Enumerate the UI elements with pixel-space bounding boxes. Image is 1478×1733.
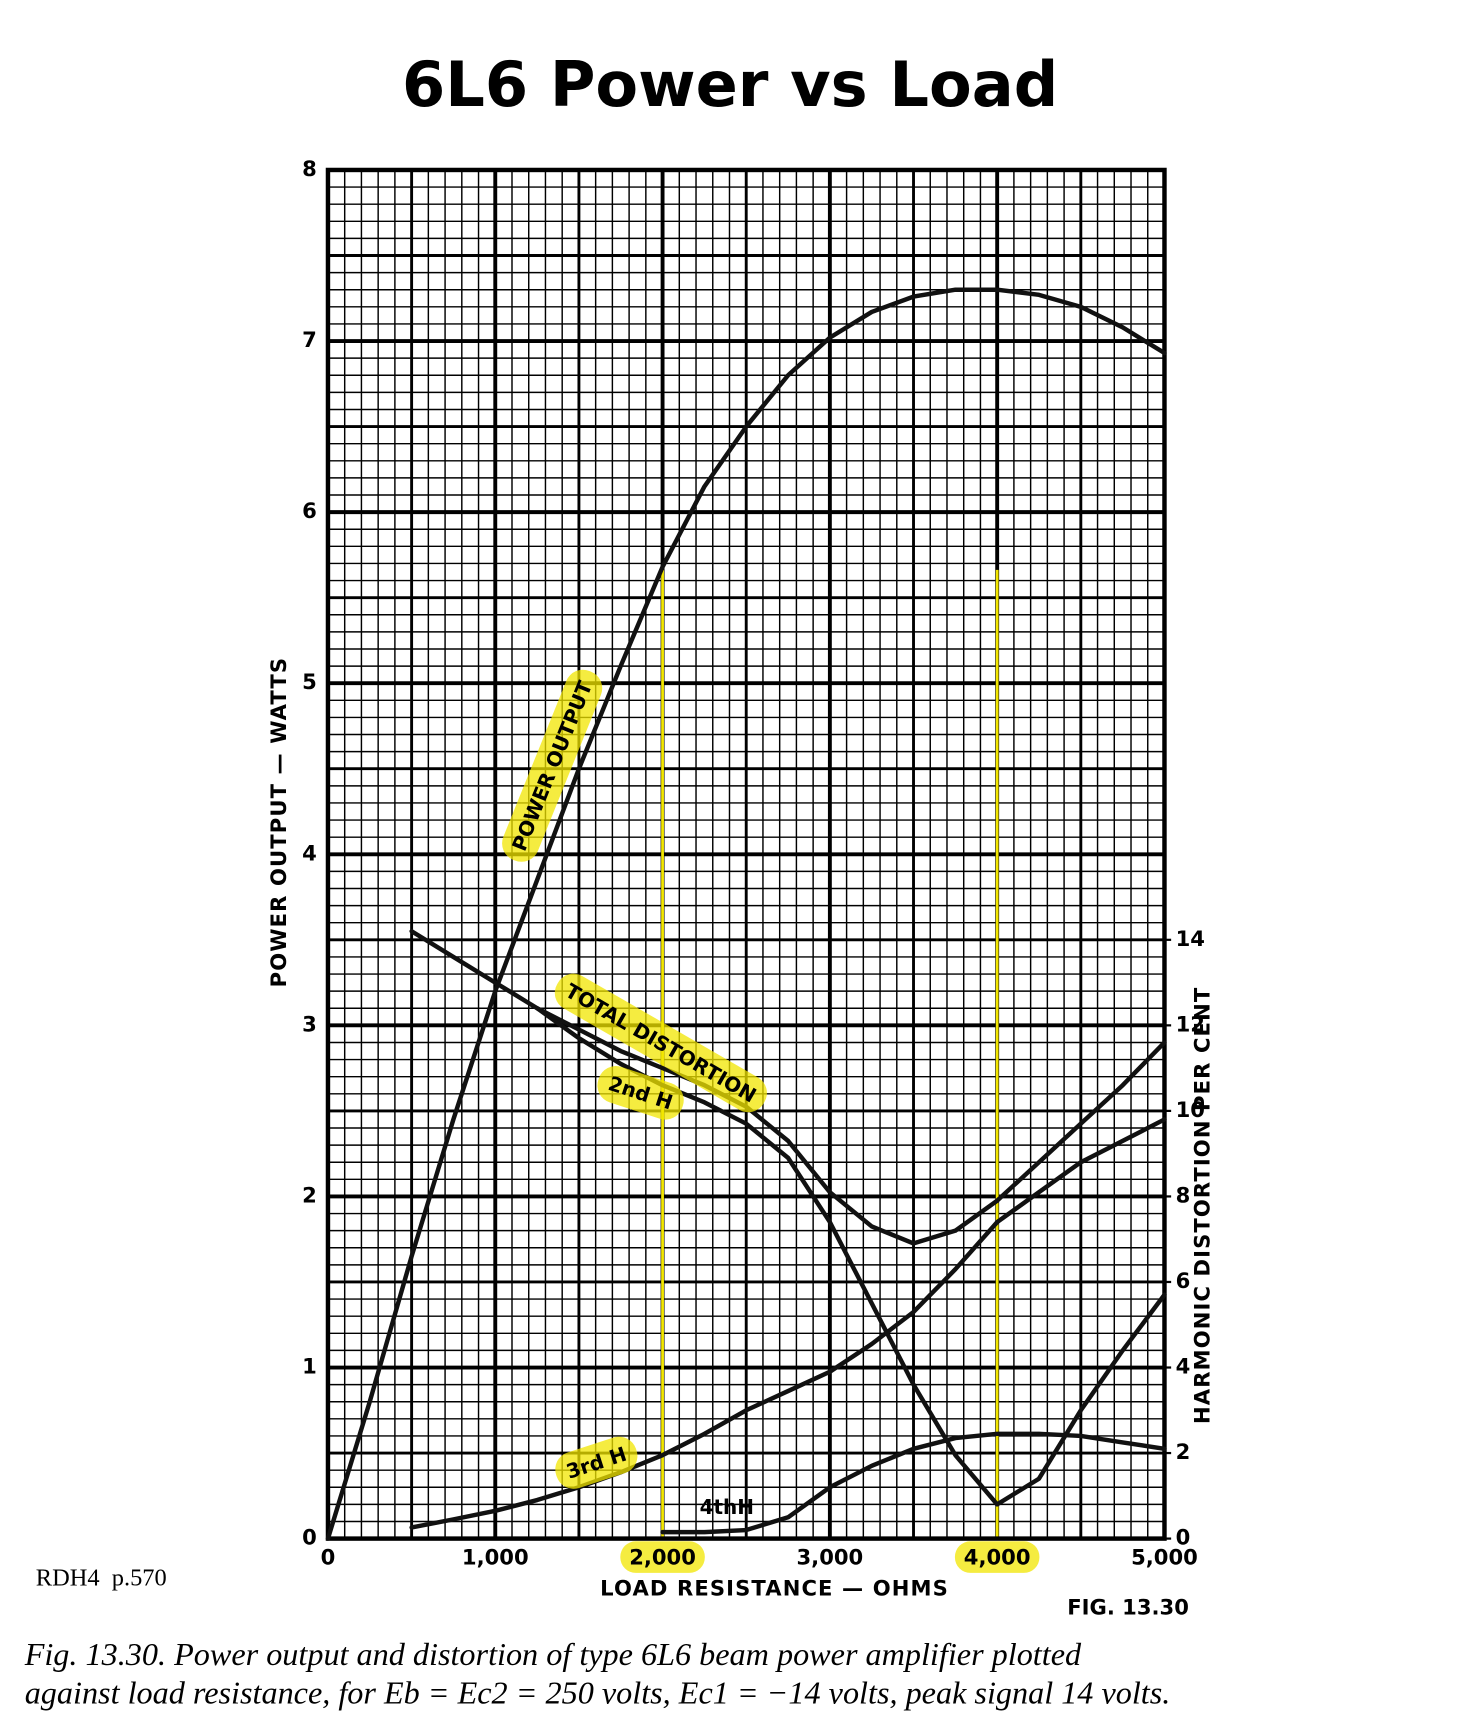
series-line [409,1117,1167,1530]
x-tick-label: 5,000 [1131,1545,1198,1570]
figure-label: FIG. 13.30 [1067,1595,1189,1620]
x-axis-title: LOAD RESISTANCE — OHMS [600,1576,949,1601]
y-tick-label: 5 [302,669,317,694]
y-tick-label: 2 [302,1182,317,1207]
y-tick-label: 3 [302,1011,317,1036]
label-highlight [502,669,603,862]
chart-title: 6L6 Power vs Load [402,48,1058,121]
y2-tick-label: 14 [1176,926,1205,951]
x-tick-label: 0 [321,1545,336,1570]
y2-tick-label: 6 [1176,1268,1191,1293]
label-highlight [555,1436,638,1489]
y-tick-label: 7 [302,327,317,352]
y-tick-label: 0 [302,1525,317,1550]
y2-tick-label: 10 [1176,1097,1205,1122]
source-note: RDH4 p.570 [36,1564,167,1591]
x-tick-label: 1,000 [462,1545,529,1570]
x-tick-label: 2,000 [629,1545,696,1570]
y2-tick-label: 2 [1176,1439,1191,1464]
y-axis-title: POWER OUTPUT — WATTS [266,657,291,988]
y-tick-label: 8 [302,156,317,181]
y-tick-label: 6 [302,498,317,523]
x-tick-label: 4,000 [964,1545,1031,1570]
label-highlight [954,1541,1040,1573]
plot-frame [325,167,1167,1541]
y-tick-label: 1 [302,1354,317,1379]
y2-tick-label: 8 [1176,1182,1191,1207]
label-highlight [597,1066,684,1120]
x-tick-label: 3,000 [797,1545,864,1570]
caption-line: against load resistance, for Eb = Ec2 = … [25,1675,1171,1711]
series-label-group: 4thH [700,1495,754,1519]
series-label: 4thH [700,1495,754,1519]
y2-tick-label: 12 [1176,1011,1205,1036]
y2-tick-label: 0 [1176,1525,1191,1550]
series-label: POWER OUTPUT [507,677,597,854]
caption-line: Fig. 13.30. Power output and distortion … [24,1636,1082,1672]
label-highlight [554,973,767,1113]
series-line [660,1431,1167,1535]
y-tick-label: 4 [302,840,317,865]
y2-tick-label: 4 [1176,1354,1191,1379]
grid [326,168,1167,1541]
label-highlight [620,1541,705,1573]
y2-axis-title: HARMONIC DISTORTION PER CENT [1189,987,1214,1424]
series-line [325,287,1167,1541]
